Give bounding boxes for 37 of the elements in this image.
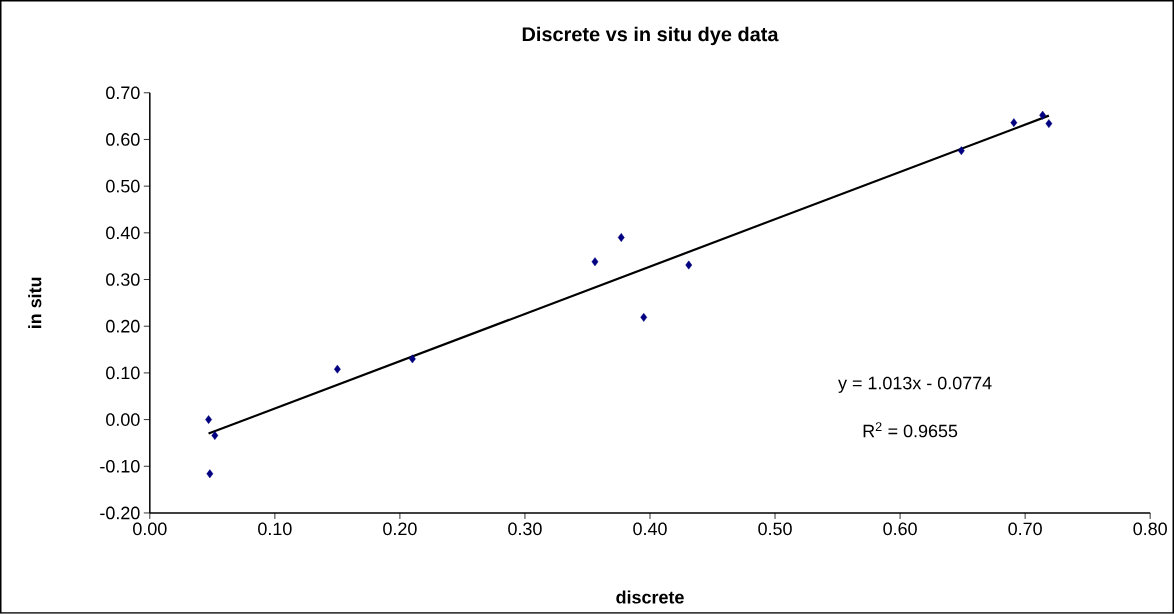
point [205,415,212,425]
point [1010,118,1018,128]
point [640,313,648,322]
y-tick-label: 0.50 [106,179,140,193]
x-tick-label: 0.10 [258,522,292,536]
point [1039,110,1046,120]
point [334,364,341,374]
y-tick-label: 0.40 [106,226,140,240]
x-tick-label: 0.50 [758,522,792,536]
y-tick-label: 0.60 [106,133,140,146]
chart-title: Discrete vs in situ dye data [522,26,779,46]
y-tick-label: -0.10 [100,460,140,473]
point [211,431,219,440]
x-tick-label: 0.70 [1008,522,1042,536]
x-tick-label: 0.60 [883,522,917,536]
x-axis-title: discrete [616,590,684,604]
x-tick-label: 0.40 [633,522,667,536]
y-tick-label: 0.10 [106,366,140,380]
y-axis-title: in situ [28,277,42,329]
point [958,146,965,156]
y-tick-label: 0.00 [106,413,140,427]
x-tick-label: 0.20 [383,522,417,536]
y-tick-label: -0.20 [100,506,140,520]
x-tick-label: 0.00 [133,522,167,536]
point [685,260,693,270]
annotation: R$^{2}$ = 0.9655 [863,422,958,438]
point [591,257,599,267]
y-tick-label: 0.30 [106,273,140,286]
point [409,354,416,364]
point [1045,119,1053,129]
y-tick-label: 0.20 [106,319,140,333]
x-tick-label: 0.80 [1133,522,1167,536]
point [206,469,214,479]
point [617,233,625,243]
y-tick-label: 0.70 [106,86,140,100]
x-tick-label: 0.30 [508,522,542,536]
annotation: y = 1.013x - 0.0774 [838,376,992,394]
